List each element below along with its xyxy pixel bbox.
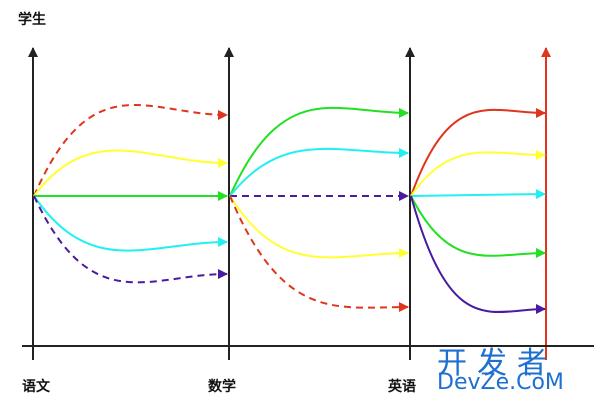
- transition-curve-13: [410, 195, 546, 259]
- transition-curve-4: [33, 195, 228, 284]
- transition-curve-10: [410, 107, 546, 197]
- watermark-line2: DevZe.CoM: [437, 370, 564, 395]
- axes: [22, 47, 594, 360]
- y-axis-label: 学生: [18, 12, 46, 28]
- transition-curve-3: [33, 195, 228, 252]
- transition-curve-1: [33, 149, 228, 197]
- transition-curve-8: [229, 195, 409, 259]
- subject-label-2: 英语: [388, 379, 416, 395]
- transition-curve-5: [229, 106, 409, 197]
- transition-curve-14: [410, 195, 546, 315]
- subject-label-1: 数学: [208, 379, 236, 395]
- transition-curve-12: [410, 189, 546, 200]
- transition-curve-9: [229, 195, 409, 313]
- curves: [33, 103, 546, 315]
- watermark-line1: 开发者: [437, 346, 557, 381]
- transition-curve-0: [33, 103, 228, 197]
- transition-curve-6: [229, 147, 409, 197]
- transition-curve-11: [410, 149, 546, 197]
- subject-label-0: 语文: [22, 379, 50, 395]
